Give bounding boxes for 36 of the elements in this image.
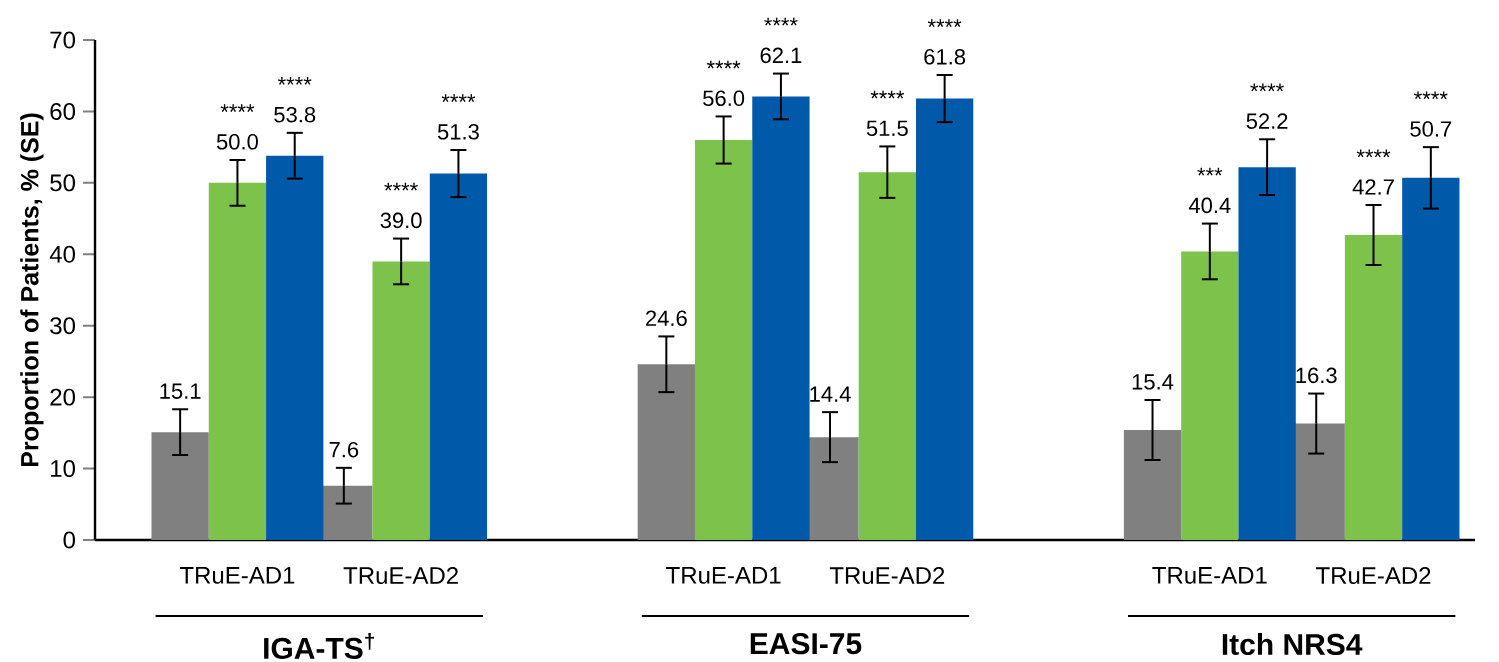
- data-label: **** 50.7: [1410, 91, 1452, 137]
- data-label: **** 56.0: [703, 60, 745, 107]
- y-tick-label: 10: [51, 460, 76, 478]
- data-label: **** 50.0: [216, 104, 258, 150]
- data-label: **** 39.0: [380, 182, 422, 229]
- data-label: **** 62.1: [760, 17, 802, 64]
- x-tick-label: TRuE-AD1: [179, 567, 295, 584]
- y-tick-label: 70: [50, 31, 76, 49]
- y-tick-label: 40: [49, 245, 76, 263]
- y-tick-label: 30: [50, 317, 76, 335]
- text: IGA-TS$^{†}$: [264, 633, 375, 659]
- data-label: 16.3: [1296, 367, 1337, 384]
- y-tick-label: 60: [50, 102, 76, 120]
- data-label: **** 52.2: [1246, 83, 1288, 129]
- data-label: **** 51.3: [437, 94, 479, 140]
- y-tick-label: 0: [63, 531, 76, 549]
- text: EASI-75: [750, 633, 862, 655]
- data-label: 15.4: [1132, 374, 1174, 390]
- data-label: **** 42.7: [1352, 149, 1394, 195]
- data-label: **** 53.8: [274, 77, 316, 123]
- data-label: *** 40.4: [1188, 167, 1231, 214]
- data-label: 15.1: [160, 383, 201, 399]
- y-tick-label: 20: [50, 388, 76, 406]
- y-tick-label: 50: [50, 174, 76, 192]
- text: Itch NRS4: [1222, 633, 1363, 656]
- data-label: 24.6: [646, 310, 687, 327]
- data-label: 7.6: [329, 441, 359, 458]
- y-axis-title: Proportion of Patients, % (SE): [20, 113, 44, 467]
- data-label: 14.4: [810, 386, 851, 402]
- x-tick-label: TRuE-AD1: [666, 567, 781, 584]
- x-tick-label: TRuE-AD2: [343, 567, 458, 585]
- x-tick-label: TRuE-AD2: [829, 567, 945, 585]
- data-label: **** 61.8: [924, 19, 966, 65]
- x-tick-label: TRuE-AD1: [1152, 567, 1267, 584]
- data-label: **** 51.5: [866, 90, 908, 137]
- x-tick-label: TRuE-AD2: [1316, 567, 1431, 585]
